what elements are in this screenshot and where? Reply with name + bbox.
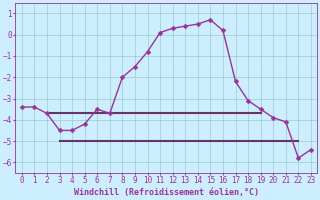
X-axis label: Windchill (Refroidissement éolien,°C): Windchill (Refroidissement éolien,°C)	[74, 188, 259, 197]
